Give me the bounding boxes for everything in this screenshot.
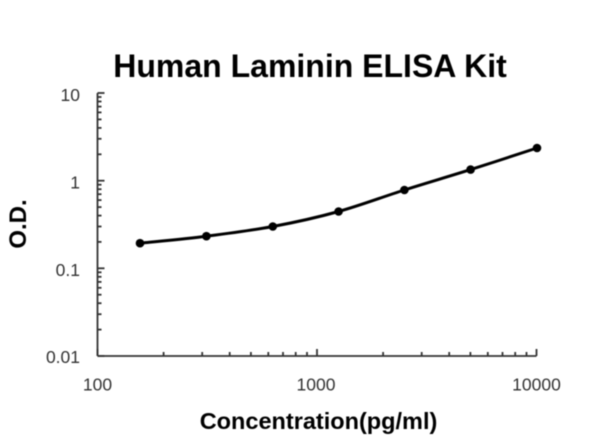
svg-text:Concentration(pg/ml): Concentration(pg/ml) [200, 408, 438, 434]
svg-text:1000: 1000 [297, 375, 336, 395]
svg-text:1: 1 [70, 173, 80, 193]
svg-text:O.D.: O.D. [5, 199, 32, 248]
svg-text:10: 10 [61, 85, 81, 105]
svg-text:0.1: 0.1 [56, 260, 80, 280]
svg-text:10000: 10000 [512, 375, 561, 395]
svg-text:Human Laminin ELISA Kit: Human Laminin ELISA Kit [113, 48, 507, 84]
svg-text:100: 100 [83, 375, 112, 395]
svg-text:0.01: 0.01 [46, 347, 80, 367]
